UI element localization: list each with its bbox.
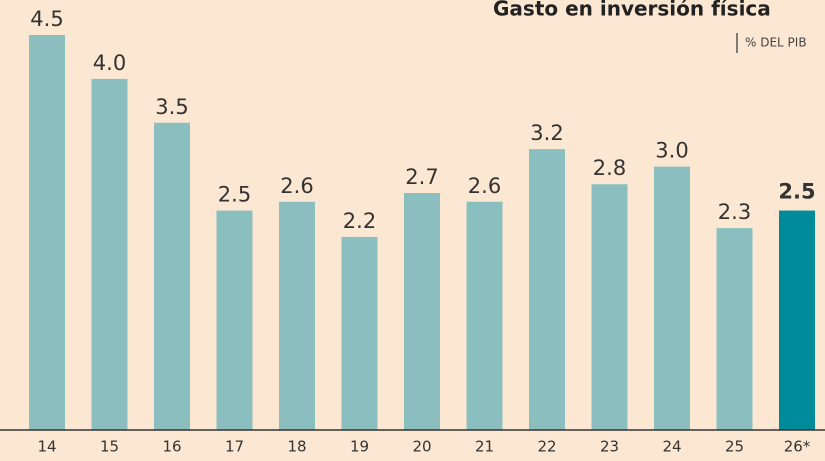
value-label: 2.5 [778, 180, 815, 204]
bar [216, 210, 253, 430]
x-tick-label: 25 [725, 438, 744, 456]
value-label: 3.0 [655, 139, 688, 163]
bar [404, 193, 440, 430]
bar [341, 236, 378, 430]
bar [716, 228, 753, 430]
value-label: 2.7 [405, 165, 438, 189]
value-label: 4.0 [93, 51, 126, 75]
value-label: 2.2 [343, 209, 376, 233]
x-tick-label: 23 [600, 438, 619, 456]
bar [29, 35, 65, 430]
chart-subtitle: % DEL PIB [745, 36, 807, 50]
value-label: 3.2 [530, 121, 563, 145]
x-tick-label: 14 [37, 438, 56, 456]
bar [654, 166, 690, 430]
value-label: 2.6 [280, 174, 313, 198]
chart-title: Gasto en inversión física [493, 0, 771, 21]
x-tick-label: 21 [475, 438, 494, 456]
x-tick-label: 22 [537, 438, 556, 456]
bar [529, 149, 565, 430]
x-tick-label: 26* [784, 438, 811, 456]
x-tick-label: 20 [412, 438, 431, 456]
x-tick-label: 24 [662, 438, 681, 456]
value-label: 4.5 [30, 7, 63, 31]
x-tick-label: 16 [162, 438, 181, 456]
value-label: 3.5 [155, 95, 188, 119]
bar [279, 201, 315, 430]
value-label: 2.8 [593, 156, 626, 180]
x-tick-label: 18 [287, 438, 306, 456]
value-label: 2.5 [218, 183, 251, 207]
x-tick-label: 17 [225, 438, 244, 456]
bar [466, 201, 503, 430]
x-tick-label: 15 [100, 438, 119, 456]
bar [779, 210, 815, 430]
bar [154, 122, 190, 431]
bar [91, 78, 128, 430]
x-tick-label: 19 [350, 438, 369, 456]
bar [591, 184, 628, 430]
value-label: 2.6 [468, 174, 501, 198]
value-label: 2.3 [718, 200, 751, 224]
